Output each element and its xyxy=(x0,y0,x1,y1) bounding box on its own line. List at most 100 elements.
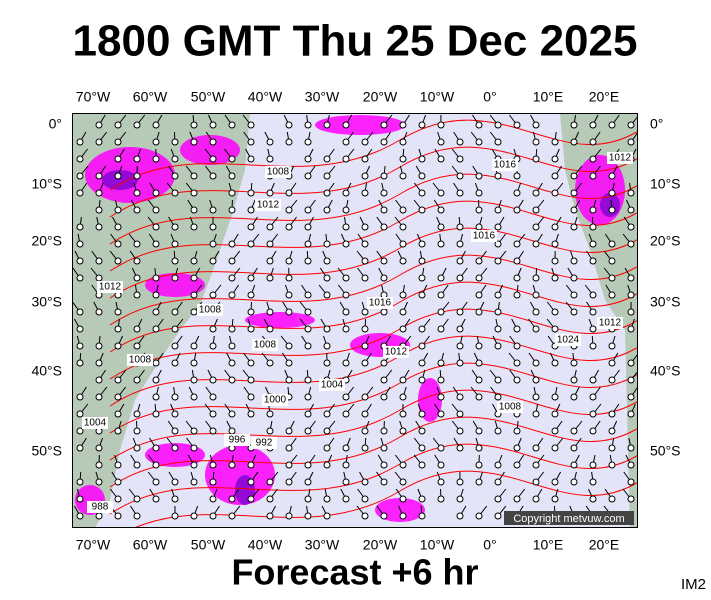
station xyxy=(95,308,103,316)
lon-label-top: 20°W xyxy=(363,89,398,105)
station xyxy=(627,138,635,146)
station xyxy=(494,206,502,214)
station xyxy=(361,274,369,282)
station xyxy=(209,172,217,180)
station xyxy=(627,410,635,418)
station xyxy=(285,512,293,520)
station xyxy=(76,512,84,520)
station xyxy=(247,410,255,418)
station xyxy=(418,291,426,299)
station xyxy=(247,206,255,214)
station xyxy=(247,223,255,231)
station xyxy=(114,427,122,435)
station xyxy=(190,512,198,520)
station xyxy=(627,274,635,282)
station xyxy=(228,291,236,299)
station xyxy=(589,257,597,265)
station xyxy=(475,376,483,384)
station xyxy=(437,155,445,163)
station xyxy=(494,121,502,129)
lon-label-top: 10°E xyxy=(533,89,564,105)
station xyxy=(190,342,198,350)
station xyxy=(76,444,84,452)
station xyxy=(76,359,84,367)
station xyxy=(76,172,84,180)
station xyxy=(114,206,122,214)
station xyxy=(76,393,84,401)
station xyxy=(494,376,502,384)
station xyxy=(627,495,635,503)
station xyxy=(76,189,84,197)
station xyxy=(323,240,331,248)
station xyxy=(570,478,578,486)
station xyxy=(570,308,578,316)
station xyxy=(532,240,540,248)
station xyxy=(551,223,559,231)
station xyxy=(304,393,312,401)
station xyxy=(114,376,122,384)
station xyxy=(304,461,312,469)
station xyxy=(171,155,179,163)
station xyxy=(76,427,84,435)
station xyxy=(76,495,84,503)
isobar-label: 1016 xyxy=(473,231,496,242)
station xyxy=(152,206,160,214)
station xyxy=(532,444,540,452)
station xyxy=(532,461,540,469)
station xyxy=(608,410,616,418)
station xyxy=(570,274,578,282)
station xyxy=(133,257,141,265)
station xyxy=(475,393,483,401)
station xyxy=(209,410,217,418)
station xyxy=(494,138,502,146)
station xyxy=(304,478,312,486)
station xyxy=(627,189,635,197)
station xyxy=(532,155,540,163)
station xyxy=(95,444,103,452)
station xyxy=(475,206,483,214)
station xyxy=(323,206,331,214)
station xyxy=(418,342,426,350)
station xyxy=(95,478,103,486)
station xyxy=(209,240,217,248)
isobar xyxy=(109,416,638,488)
station xyxy=(285,291,293,299)
isobar-label: 996 xyxy=(229,435,246,446)
station xyxy=(152,121,160,129)
station xyxy=(323,172,331,180)
station xyxy=(342,478,350,486)
station xyxy=(456,308,464,316)
lon-label-top: 70°W xyxy=(76,89,111,105)
station xyxy=(418,376,426,384)
station xyxy=(589,478,597,486)
station xyxy=(342,138,350,146)
station xyxy=(399,461,407,469)
station xyxy=(627,478,635,486)
station xyxy=(133,427,141,435)
station xyxy=(437,223,445,231)
station xyxy=(190,138,198,146)
isobar-label-bg xyxy=(82,417,108,429)
station xyxy=(361,223,369,231)
station xyxy=(304,376,312,384)
isobar-label-bg xyxy=(471,230,497,242)
station xyxy=(247,138,255,146)
isobar-label-bg xyxy=(319,379,345,391)
isobar-label: 1004 xyxy=(321,380,344,391)
station xyxy=(589,138,597,146)
station xyxy=(513,274,521,282)
station xyxy=(152,274,160,282)
lat-label-right: 0° xyxy=(650,116,663,132)
station xyxy=(437,393,445,401)
lon-label-top: 20°E xyxy=(589,89,620,105)
station xyxy=(437,291,445,299)
station xyxy=(152,444,160,452)
station xyxy=(437,138,445,146)
station xyxy=(513,121,521,129)
station xyxy=(418,121,426,129)
station xyxy=(304,342,312,350)
station xyxy=(494,427,502,435)
station xyxy=(437,410,445,418)
station xyxy=(418,172,426,180)
station xyxy=(608,461,616,469)
